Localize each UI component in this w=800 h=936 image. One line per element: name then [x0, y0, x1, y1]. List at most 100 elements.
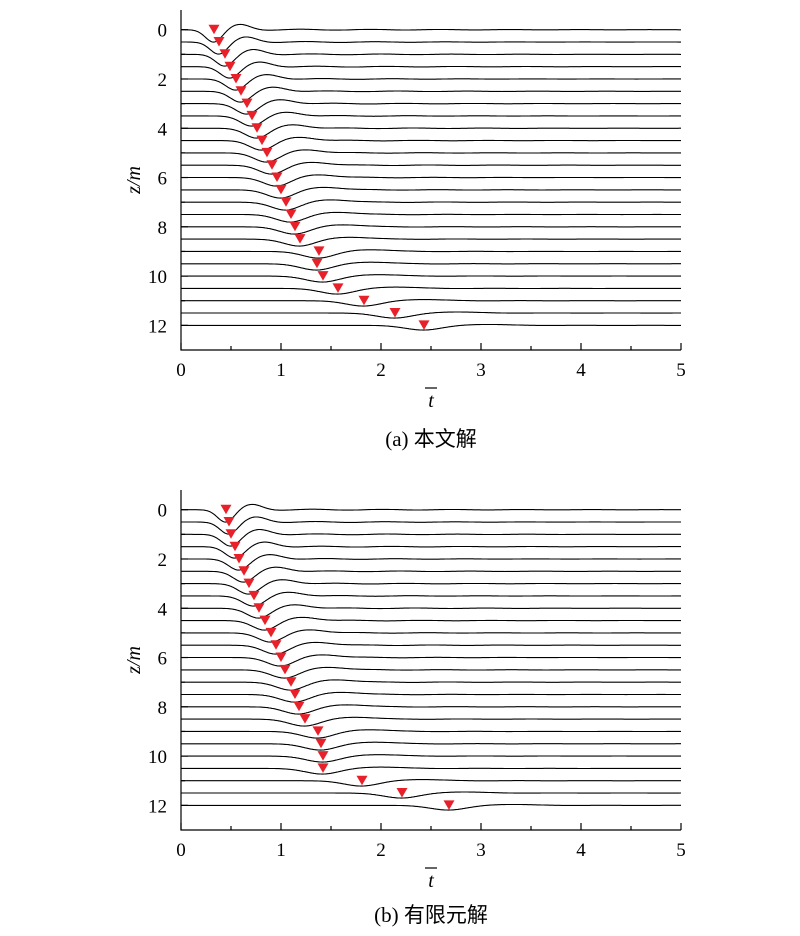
- trace-line: [181, 86, 681, 103]
- arrival-marker: [251, 123, 263, 133]
- trace-line: [181, 654, 681, 667]
- trace-line: [181, 779, 681, 787]
- arrival-marker: [219, 49, 231, 59]
- trace-line: [181, 591, 681, 607]
- arrival-marker: [261, 147, 273, 158]
- trace-line: [181, 803, 681, 811]
- arrival-marker: [253, 603, 265, 613]
- trace-line: [181, 99, 681, 115]
- arrival-marker: [224, 61, 236, 72]
- trace-line: [181, 716, 681, 727]
- arrival-marker: [270, 640, 282, 650]
- y-tick-label: 6: [158, 169, 168, 190]
- marker-group: [208, 24, 430, 330]
- trace-line: [181, 174, 681, 187]
- arrival-marker: [418, 320, 430, 330]
- arrival-marker: [233, 554, 245, 564]
- trace-line: [181, 616, 681, 631]
- y-axis-title: z/m: [123, 166, 145, 195]
- arrival-marker: [271, 172, 283, 182]
- arrival-marker: [265, 627, 277, 638]
- trace-line: [181, 199, 681, 211]
- arrival-marker: [230, 74, 242, 84]
- arrival-marker: [280, 197, 292, 207]
- x-tick-label: 5: [676, 840, 686, 861]
- trace-line: [181, 679, 681, 691]
- x-tick-label: 0: [176, 840, 186, 861]
- y-tick-label: 4: [158, 119, 168, 140]
- arrival-marker: [256, 135, 268, 146]
- x-axis-title: t: [428, 870, 434, 892]
- trace-line: [181, 641, 681, 655]
- arrival-marker: [235, 86, 247, 96]
- trace-line: [181, 541, 681, 559]
- trace-line: [181, 23, 681, 43]
- arrival-marker: [275, 184, 287, 195]
- y-tick-label: 8: [158, 698, 168, 719]
- x-axis-title: t: [428, 390, 434, 412]
- y-tick-label: 6: [158, 649, 168, 670]
- arrival-marker: [241, 98, 253, 109]
- y-tick-label: 8: [158, 218, 168, 239]
- arrival-marker: [243, 578, 255, 589]
- trace-line: [181, 579, 681, 595]
- trace-line: [181, 666, 681, 679]
- y-tick-label: 12: [148, 796, 167, 817]
- arrival-marker: [317, 763, 329, 773]
- arrival-marker: [293, 701, 305, 712]
- arrival-marker: [266, 160, 278, 170]
- trace-line: [181, 261, 681, 271]
- arrival-marker: [317, 271, 329, 281]
- arrival-marker: [443, 800, 455, 810]
- trace-line: [181, 249, 681, 259]
- y-tick-label: 12: [148, 316, 167, 337]
- arrival-marker: [396, 788, 408, 798]
- trace-line: [181, 48, 681, 67]
- trace-line: [181, 299, 681, 307]
- x-tick-label: 4: [576, 840, 586, 861]
- arrival-marker: [248, 590, 260, 601]
- trace-line: [181, 274, 681, 283]
- trace-line: [181, 236, 681, 247]
- arrival-marker: [220, 504, 232, 515]
- trace-line: [181, 186, 681, 199]
- x-tick-label: 5: [676, 360, 686, 381]
- x-tick-label: 0: [176, 360, 186, 381]
- y-tick-label: 10: [148, 747, 167, 768]
- trace-line: [181, 754, 681, 763]
- y-axis-title: z/m: [123, 646, 145, 675]
- y-tick-label: 10: [148, 267, 167, 288]
- arrival-marker: [311, 258, 323, 269]
- arrival-marker: [225, 529, 237, 539]
- arrival-marker: [312, 726, 324, 736]
- trace-line: [181, 566, 681, 583]
- trace-line: [181, 136, 681, 151]
- arrival-marker: [285, 209, 297, 219]
- arrival-marker: [332, 283, 344, 293]
- x-tick-label: 3: [476, 360, 486, 381]
- trace-line: [181, 554, 681, 571]
- arrival-marker: [299, 714, 311, 724]
- trace-line: [181, 741, 681, 751]
- trace-line: [181, 161, 681, 175]
- axis-frame: [180, 490, 681, 831]
- arrival-marker: [246, 110, 258, 121]
- arrival-marker: [315, 738, 327, 749]
- trace-line: [181, 286, 681, 295]
- arrival-marker: [213, 37, 225, 47]
- trace-line: [181, 323, 681, 331]
- trace-line: [181, 61, 682, 79]
- trace-line: [181, 629, 681, 643]
- y-tick-label: 2: [158, 550, 168, 571]
- trace-group: [181, 23, 682, 331]
- y-tick-label: 4: [158, 599, 168, 620]
- arrival-marker: [294, 234, 306, 244]
- y-tick-label: 0: [158, 501, 168, 522]
- marker-group: [220, 504, 455, 810]
- arrival-marker: [208, 24, 220, 35]
- arrival-marker: [289, 221, 301, 232]
- panel-caption: (a) 本文解: [385, 427, 477, 451]
